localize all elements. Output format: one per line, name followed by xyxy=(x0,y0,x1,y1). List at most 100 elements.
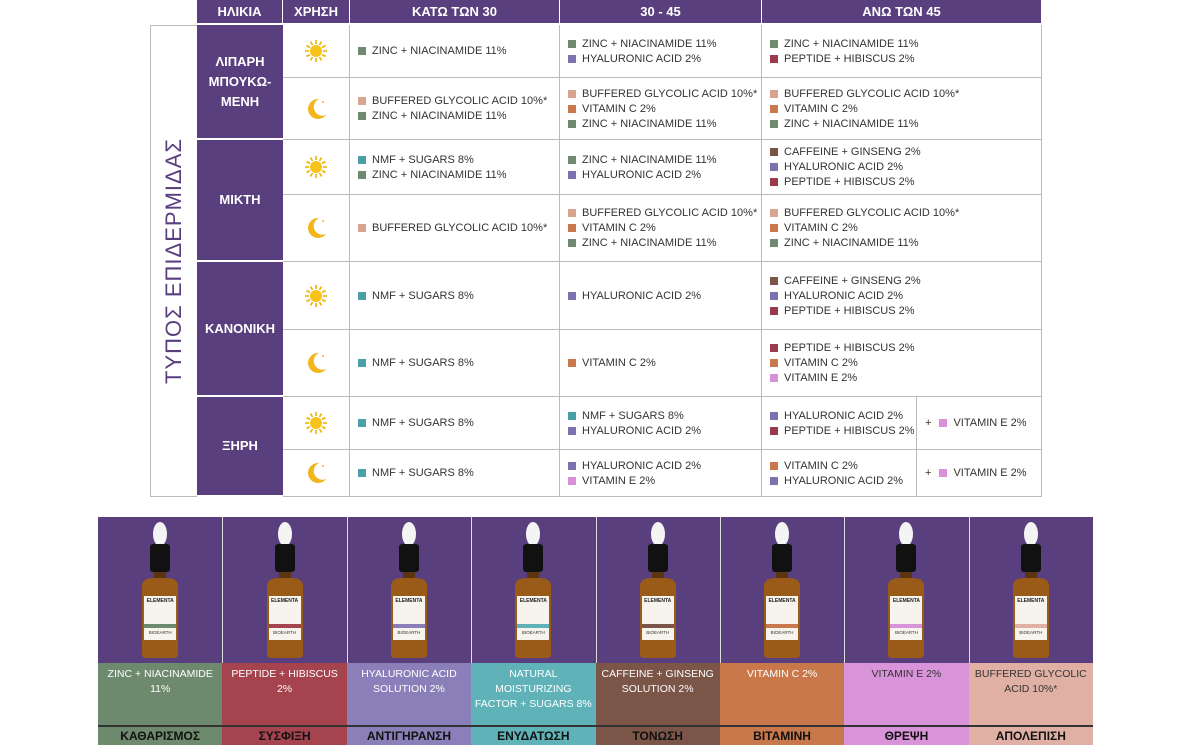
table-cell: NMF + SUGARS 8% xyxy=(350,397,560,450)
table-cell: VITAMIN C 2% xyxy=(560,330,762,397)
color-swatch xyxy=(939,419,948,427)
product-category: ΒΙΤΑΜΙΝΗ xyxy=(719,725,845,745)
bottle xyxy=(752,520,812,660)
color-swatch xyxy=(568,476,576,485)
product-text: ZINC + NIACINAMIDE 11% xyxy=(784,37,919,50)
bottle xyxy=(876,520,936,660)
product-text: VITAMIN C 2% xyxy=(582,357,656,369)
product-text: HYALURONIC ACID 2% xyxy=(582,52,701,65)
product-category: ΑΠΟΛΕΠΙΣΗ xyxy=(968,725,1093,745)
skin-type-line: ΞΗΡΗ xyxy=(222,438,258,453)
color-swatch xyxy=(770,39,778,48)
color-swatch xyxy=(568,224,576,232)
table-cell: CAFFEINE + GINSENG 2% HYALURONIC ACID 2% P… xyxy=(762,140,1042,195)
product-text: ZINC + NIACINAMIDE 11% xyxy=(582,153,717,166)
header-cell: ΧΡΗΣΗ xyxy=(283,0,350,23)
time-icon xyxy=(283,262,350,330)
product-text: ZINC + NIACINAMIDE 11% xyxy=(784,117,919,130)
color-swatch xyxy=(358,224,366,232)
product-text: CAFFEINE + GINSENG 2% xyxy=(784,274,921,287)
product-item: VITAMIN C 2% xyxy=(568,357,761,369)
color-swatch xyxy=(358,155,366,164)
product-item: PEPTIDE + HIBISCUS 2% xyxy=(770,425,916,437)
product-text: BUFFERED GLYCOLIC ACID 10%* xyxy=(784,87,960,100)
color-swatch xyxy=(770,54,778,63)
product-item: BUFFERED GLYCOLIC ACID 10%* xyxy=(770,207,1041,219)
product-text: NMF + SUGARS 8% xyxy=(372,153,474,166)
product-item: PEPTIDE + HIBISCUS 2% xyxy=(770,53,1041,65)
product-text: NMF + SUGARS 8% xyxy=(582,409,684,422)
product-text: HYALURONIC ACID 2% xyxy=(784,289,903,302)
product-text: NMF + SUGARS 8% xyxy=(372,289,474,302)
table-cell: PEPTIDE + HIBISCUS 2% VITAMIN C 2% VITAMIN… xyxy=(762,330,1042,397)
skin-type-line: ΜΕΝΗ xyxy=(220,93,260,109)
bottle-maker: BIOEARTH xyxy=(148,630,172,635)
product-text: NMF + SUGARS 8% xyxy=(372,357,474,369)
color-swatch xyxy=(770,426,778,435)
product-item: HYALURONIC ACID 2% xyxy=(568,425,761,437)
product-text: VITAMIN C 2% xyxy=(784,102,858,115)
table-cell: BUFFERED GLYCOLIC ACID 10%* xyxy=(350,195,560,262)
bottle-maker: BIOEARTH xyxy=(397,630,421,635)
product-text: HYALURONIC ACID 2% xyxy=(784,161,903,173)
table-cell: CAFFEINE + GINSENG 2% HYALURONIC ACID 2% P… xyxy=(762,262,1042,330)
table-cell: NMF + SUGARS 8% xyxy=(350,450,560,497)
bottle-brand: ELEMENTA xyxy=(644,598,672,604)
color-swatch xyxy=(939,469,948,477)
bottle xyxy=(628,520,688,660)
product-text: VITAMIN E 2% xyxy=(784,372,858,384)
product-text: HYALURONIC ACID 2% xyxy=(582,459,701,472)
panel-divider xyxy=(595,517,597,745)
product-category: ΘΡΕΨΗ xyxy=(844,725,969,745)
color-swatch xyxy=(358,112,366,120)
bottle-maker: BIOEARTH xyxy=(646,630,670,635)
skin-type-line: ΛΙΠΑΡΗ xyxy=(215,53,265,69)
product-text: ZINC + NIACINAMIDE 11% xyxy=(582,237,717,249)
bottle xyxy=(255,520,315,660)
table-cell: ZINC + NIACINAMIDE 11% PEPTIDE + HIBISCUS… xyxy=(762,25,1042,78)
color-swatch xyxy=(770,224,778,232)
table-cell: BUFFERED GLYCOLIC ACID 10%* ZINC + NIACIN… xyxy=(350,78,560,140)
header-cell: 30 - 45 xyxy=(560,0,762,23)
product-label: ZINC + NIACINAMIDE 11% xyxy=(98,663,223,725)
product-item: PEPTIDE + HIBISCUS 2% xyxy=(770,176,1041,188)
color-swatch xyxy=(568,54,576,63)
product-text: NMF + SUGARS 8% xyxy=(372,417,474,429)
product-item: ZINC + NIACINAMIDE 11% xyxy=(770,237,1041,249)
product-text: HYALURONIC ACID 2% xyxy=(784,474,903,487)
bottle xyxy=(1001,520,1061,660)
bottle-brand: ELEMENTA xyxy=(519,598,547,604)
product-item: PEPTIDE + HIBISCUS 2% xyxy=(770,305,1041,317)
color-swatch xyxy=(568,170,576,179)
panel-divider xyxy=(471,517,473,745)
color-swatch xyxy=(770,344,778,352)
color-swatch xyxy=(358,419,366,427)
product-category: ΣΥΣΦΙΞΗ xyxy=(222,725,347,745)
product-label: BUFFERED GLYCOLIC ACID 10%* xyxy=(968,663,1093,725)
product-item: + VITAMIN E 2% xyxy=(925,417,1041,429)
bottle xyxy=(503,520,563,660)
product-item: HYALURONIC ACID 2% xyxy=(568,53,761,65)
bottle-brand: ELEMENTA xyxy=(768,598,796,604)
product-text: VITAMIN C 2% xyxy=(582,102,656,115)
table-cell: ZINC + NIACINAMIDE 11% xyxy=(350,25,560,78)
table-cell: + VITAMIN E 2% xyxy=(917,450,1042,497)
panel-divider xyxy=(346,517,348,745)
product-item: VITAMIN C 2% xyxy=(568,103,761,115)
product-label: PEPTIDE + HIBISCUS 2% xyxy=(222,663,347,725)
time-icon xyxy=(283,140,350,195)
product-text: PEPTIDE + HIBISCUS 2% xyxy=(784,342,915,354)
color-swatch xyxy=(568,89,576,98)
product-text: ZINC + NIACINAMIDE 11% xyxy=(372,45,507,57)
product-text: ZINC + NIACINAMIDE 11% xyxy=(372,168,507,181)
product-text: PEPTIDE + HIBISCUS 2% xyxy=(784,52,915,65)
bottle-brand: ELEMENTA xyxy=(892,598,920,604)
bottle-maker: BIOEARTH xyxy=(521,630,545,635)
table-cell: VITAMIN C 2% HYALURONIC ACID 2% xyxy=(762,450,917,497)
color-swatch xyxy=(770,119,778,128)
product-item: CAFFEINE + GINSENG 2% xyxy=(770,146,1041,158)
table-cell: NMF + SUGARS 8% xyxy=(350,262,560,330)
product-item: ZINC + NIACINAMIDE 11% xyxy=(770,38,1041,50)
product-label: HYALURONIC ACID SOLUTION 2% xyxy=(346,663,472,725)
